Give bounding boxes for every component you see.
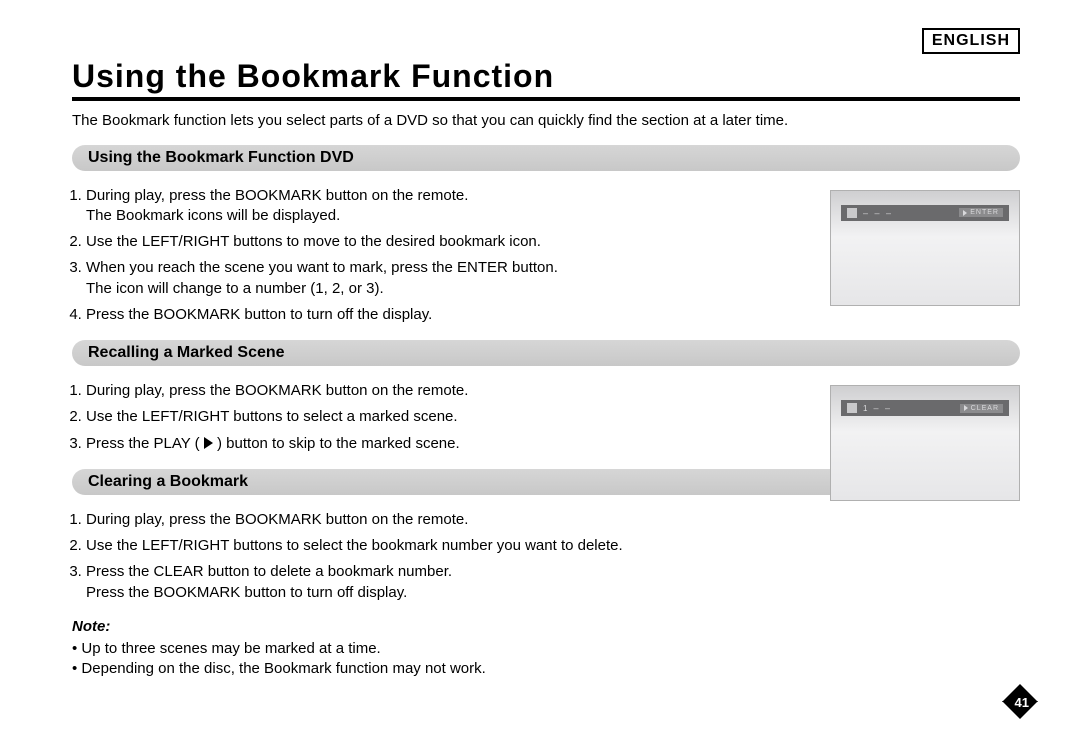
step-subtext: The icon will change to a number (1, 2, …	[86, 279, 772, 299]
step-text: Press the BOOKMARK button to turn off th…	[86, 306, 432, 323]
bookmark-flag-icon	[847, 403, 857, 413]
step-subtext: Press the BOOKMARK button to turn off di…	[86, 583, 772, 603]
step-text: During play, press the BOOKMARK button o…	[86, 511, 468, 528]
step-text: During play, press the BOOKMARK button o…	[86, 382, 468, 399]
step-item: Press the CLEAR button to delete a bookm…	[86, 562, 772, 603]
section-block-clearing: During play, press the BOOKMARK button o…	[72, 510, 1020, 603]
step-item: Press the PLAY ( ) button to skip to the…	[86, 434, 772, 454]
osd-button-text: ENTER	[970, 209, 999, 216]
note-item: Up to three scenes may be marked at a ti…	[81, 640, 380, 657]
step-item: During play, press the BOOKMARK button o…	[86, 186, 772, 227]
step-text: Press the CLEAR button to delete a bookm…	[86, 563, 452, 580]
step-subtext: The Bookmark icons will be displayed.	[86, 206, 772, 226]
section-block-recalling: During play, press the BOOKMARK button o…	[72, 381, 1020, 454]
step-item: During play, press the BOOKMARK button o…	[86, 381, 772, 401]
play-icon	[964, 405, 968, 411]
intro-text: The Bookmark function lets you select pa…	[72, 111, 812, 131]
step-text: When you reach the scene you want to mar…	[86, 259, 558, 276]
step-text: Use the LEFT/RIGHT buttons to select the…	[86, 537, 623, 554]
title-rule	[72, 97, 1020, 101]
section-heading-recalling: Recalling a Marked Scene	[72, 340, 1020, 366]
page-title: Using the Bookmark Function	[72, 58, 1020, 95]
osd-button-text: CLEAR	[971, 405, 999, 412]
osd-button-label: CLEAR	[960, 404, 1003, 413]
bookmark-flag-icon	[847, 208, 857, 218]
step-text: Use the LEFT/RIGHT buttons to select a m…	[86, 408, 458, 425]
step-item: Press the BOOKMARK button to turn off th…	[86, 305, 772, 325]
osd-slots: – –	[873, 403, 953, 413]
language-tag: ENGLISH	[922, 28, 1020, 54]
step-text: Press the PLAY ( ) button to skip to the…	[86, 435, 460, 452]
step-text: Use the LEFT/RIGHT buttons to move to th…	[86, 233, 541, 250]
play-icon	[204, 437, 213, 449]
osd-bar: – – – ENTER	[841, 205, 1009, 221]
osd-slot-number: 1	[863, 404, 867, 413]
steps-list-using: During play, press the BOOKMARK button o…	[72, 186, 772, 326]
step-item: During play, press the BOOKMARK button o…	[86, 510, 772, 530]
osd-preview-clear: 1 – – CLEAR	[830, 385, 1020, 501]
step-item: Use the LEFT/RIGHT buttons to select a m…	[86, 407, 772, 427]
step-text: During play, press the BOOKMARK button o…	[86, 187, 468, 204]
note-heading: Note:	[72, 618, 1020, 635]
manual-page: ENGLISH Using the Bookmark Function The …	[0, 0, 1080, 699]
play-icon	[963, 210, 967, 216]
note-item: Depending on the disc, the Bookmark func…	[81, 660, 485, 677]
osd-bar: 1 – – CLEAR	[841, 400, 1009, 416]
osd-button-label: ENTER	[959, 208, 1003, 217]
step-item: Use the LEFT/RIGHT buttons to select the…	[86, 536, 772, 556]
section-heading-using: Using the Bookmark Function DVD	[72, 145, 1020, 171]
notes-list: • Up to three scenes may be marked at a …	[72, 639, 1020, 680]
step-item: Use the LEFT/RIGHT buttons to move to th…	[86, 232, 772, 252]
osd-slots: – – –	[863, 208, 953, 218]
steps-list-recalling: During play, press the BOOKMARK button o…	[72, 381, 772, 454]
steps-list-clearing: During play, press the BOOKMARK button o…	[72, 510, 772, 603]
osd-preview-enter: – – – ENTER	[830, 190, 1020, 306]
page-number: 41	[1015, 695, 1029, 710]
section-block-using: During play, press the BOOKMARK button o…	[72, 186, 1020, 326]
step-item: When you reach the scene you want to mar…	[86, 258, 772, 299]
